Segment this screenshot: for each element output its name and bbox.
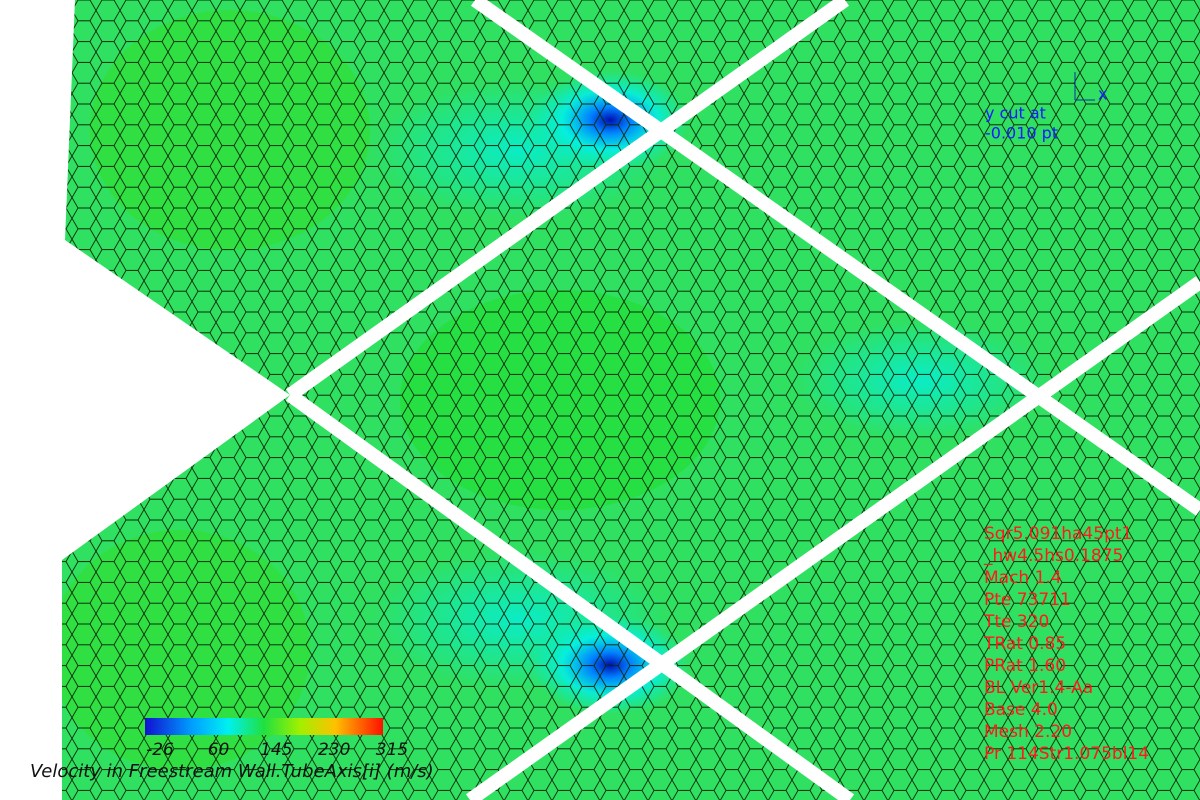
case-info: Mesh 2.20 [984, 722, 1072, 742]
colorbar [145, 718, 383, 735]
colorbar-tick-label: 315 [376, 740, 408, 760]
case-info: PRat 1.60 [984, 656, 1066, 676]
case-info: Sqr5.091ha45pt1 [984, 524, 1132, 544]
colorbar-title: Velocity in Freestream Wall.TubeAxis[i] … [30, 761, 434, 782]
case-info: Tte 320 [983, 612, 1049, 632]
case-info: Mach 1.4 [984, 568, 1062, 588]
case-info: BL Ver1.4-Aa [984, 678, 1093, 698]
axis-triad [1074, 72, 1095, 101]
case-info: _hw4.5hs0.1875 [983, 546, 1123, 566]
gaps [285, 0, 1200, 800]
case-info: TRat 0.85 [983, 634, 1066, 654]
case-info: Pte 73711 [984, 590, 1071, 610]
triad-label: x [1098, 85, 1107, 104]
cut-label: -0.010 pt [985, 124, 1058, 143]
colorbar-tick-label: 230 [318, 740, 350, 760]
colorbar-tick-label: -26 [146, 740, 174, 760]
blank-region [0, 0, 290, 800]
case-info: Pr 114Str1.075bl14 [984, 744, 1149, 764]
cut-label: y cut at [985, 104, 1046, 123]
colorbar-tick-label: 145 [260, 740, 292, 760]
colorbar-tick-label: 60 [208, 740, 230, 760]
case-info: Base 4.0 [984, 700, 1058, 720]
